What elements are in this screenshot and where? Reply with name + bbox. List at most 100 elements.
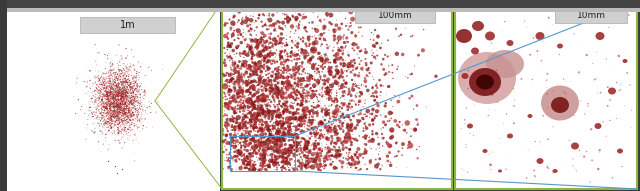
Point	[106, 107, 116, 110]
Point	[301, 113, 311, 116]
Point	[115, 95, 125, 98]
Point	[257, 126, 268, 129]
Point	[117, 122, 127, 125]
Point	[278, 140, 289, 143]
Point	[220, 109, 230, 112]
Point	[134, 126, 144, 129]
Point	[123, 82, 133, 85]
Point	[344, 68, 354, 71]
Point	[352, 118, 362, 121]
Point	[93, 99, 103, 102]
Point	[305, 83, 315, 86]
Point	[123, 108, 133, 111]
Point	[243, 129, 253, 132]
Point	[117, 80, 127, 83]
Point	[99, 104, 109, 107]
Point	[264, 83, 275, 87]
Point	[269, 96, 279, 99]
Point	[275, 27, 285, 30]
Point	[243, 109, 253, 112]
Point	[107, 122, 117, 125]
Point	[120, 97, 130, 100]
Point	[111, 88, 122, 91]
Point	[237, 123, 248, 126]
Point	[107, 83, 117, 86]
Point	[114, 115, 124, 118]
Point	[115, 118, 125, 121]
Point	[105, 112, 115, 115]
Point	[103, 120, 113, 123]
Point	[225, 165, 236, 168]
Point	[234, 124, 244, 127]
Point	[113, 83, 124, 87]
Point	[255, 109, 265, 112]
Point	[317, 86, 328, 89]
Point	[104, 128, 114, 131]
Point	[107, 101, 117, 104]
Point	[277, 72, 287, 75]
Point	[121, 101, 131, 104]
Point	[308, 78, 319, 81]
Point	[222, 91, 232, 95]
Point	[111, 111, 121, 114]
Point	[90, 130, 100, 134]
Point	[271, 113, 282, 116]
Point	[252, 134, 262, 137]
Point	[352, 151, 362, 154]
Point	[109, 123, 119, 126]
Point	[230, 72, 240, 75]
Point	[272, 138, 282, 142]
Point	[316, 57, 326, 60]
Point	[111, 99, 121, 102]
Point	[266, 89, 276, 92]
Point	[243, 43, 253, 46]
Point	[257, 69, 267, 72]
Point	[306, 161, 316, 164]
Point	[284, 59, 294, 62]
Point	[307, 95, 317, 98]
Point	[239, 153, 249, 156]
Point	[227, 42, 237, 45]
Point	[241, 143, 251, 146]
Point	[370, 99, 380, 102]
Point	[120, 101, 131, 104]
Point	[311, 72, 321, 75]
Point	[108, 62, 118, 65]
Point	[281, 96, 291, 100]
Point	[242, 167, 252, 170]
Point	[234, 125, 244, 128]
Point	[127, 87, 138, 91]
Point	[104, 104, 115, 107]
Point	[392, 124, 403, 127]
Point	[99, 82, 109, 85]
Point	[236, 89, 246, 92]
Point	[290, 141, 300, 144]
Point	[257, 59, 267, 62]
Point	[108, 98, 118, 101]
Point	[104, 84, 115, 87]
Point	[273, 86, 283, 89]
Point	[99, 112, 109, 116]
Point	[109, 117, 120, 120]
Point	[120, 126, 131, 129]
Point	[280, 103, 290, 106]
Point	[124, 69, 134, 72]
Point	[532, 49, 543, 53]
Point	[131, 79, 141, 82]
Point	[120, 128, 130, 131]
Point	[253, 100, 263, 103]
Point	[348, 47, 358, 50]
Point	[292, 120, 302, 123]
Point	[226, 79, 236, 82]
Point	[120, 118, 130, 121]
Point	[133, 118, 143, 121]
Point	[96, 150, 106, 153]
Point	[291, 80, 301, 83]
Point	[107, 57, 117, 60]
Point	[323, 147, 333, 150]
Point	[104, 119, 115, 122]
Point	[277, 49, 287, 53]
Point	[266, 32, 276, 35]
Point	[280, 133, 290, 136]
Point	[105, 106, 115, 109]
